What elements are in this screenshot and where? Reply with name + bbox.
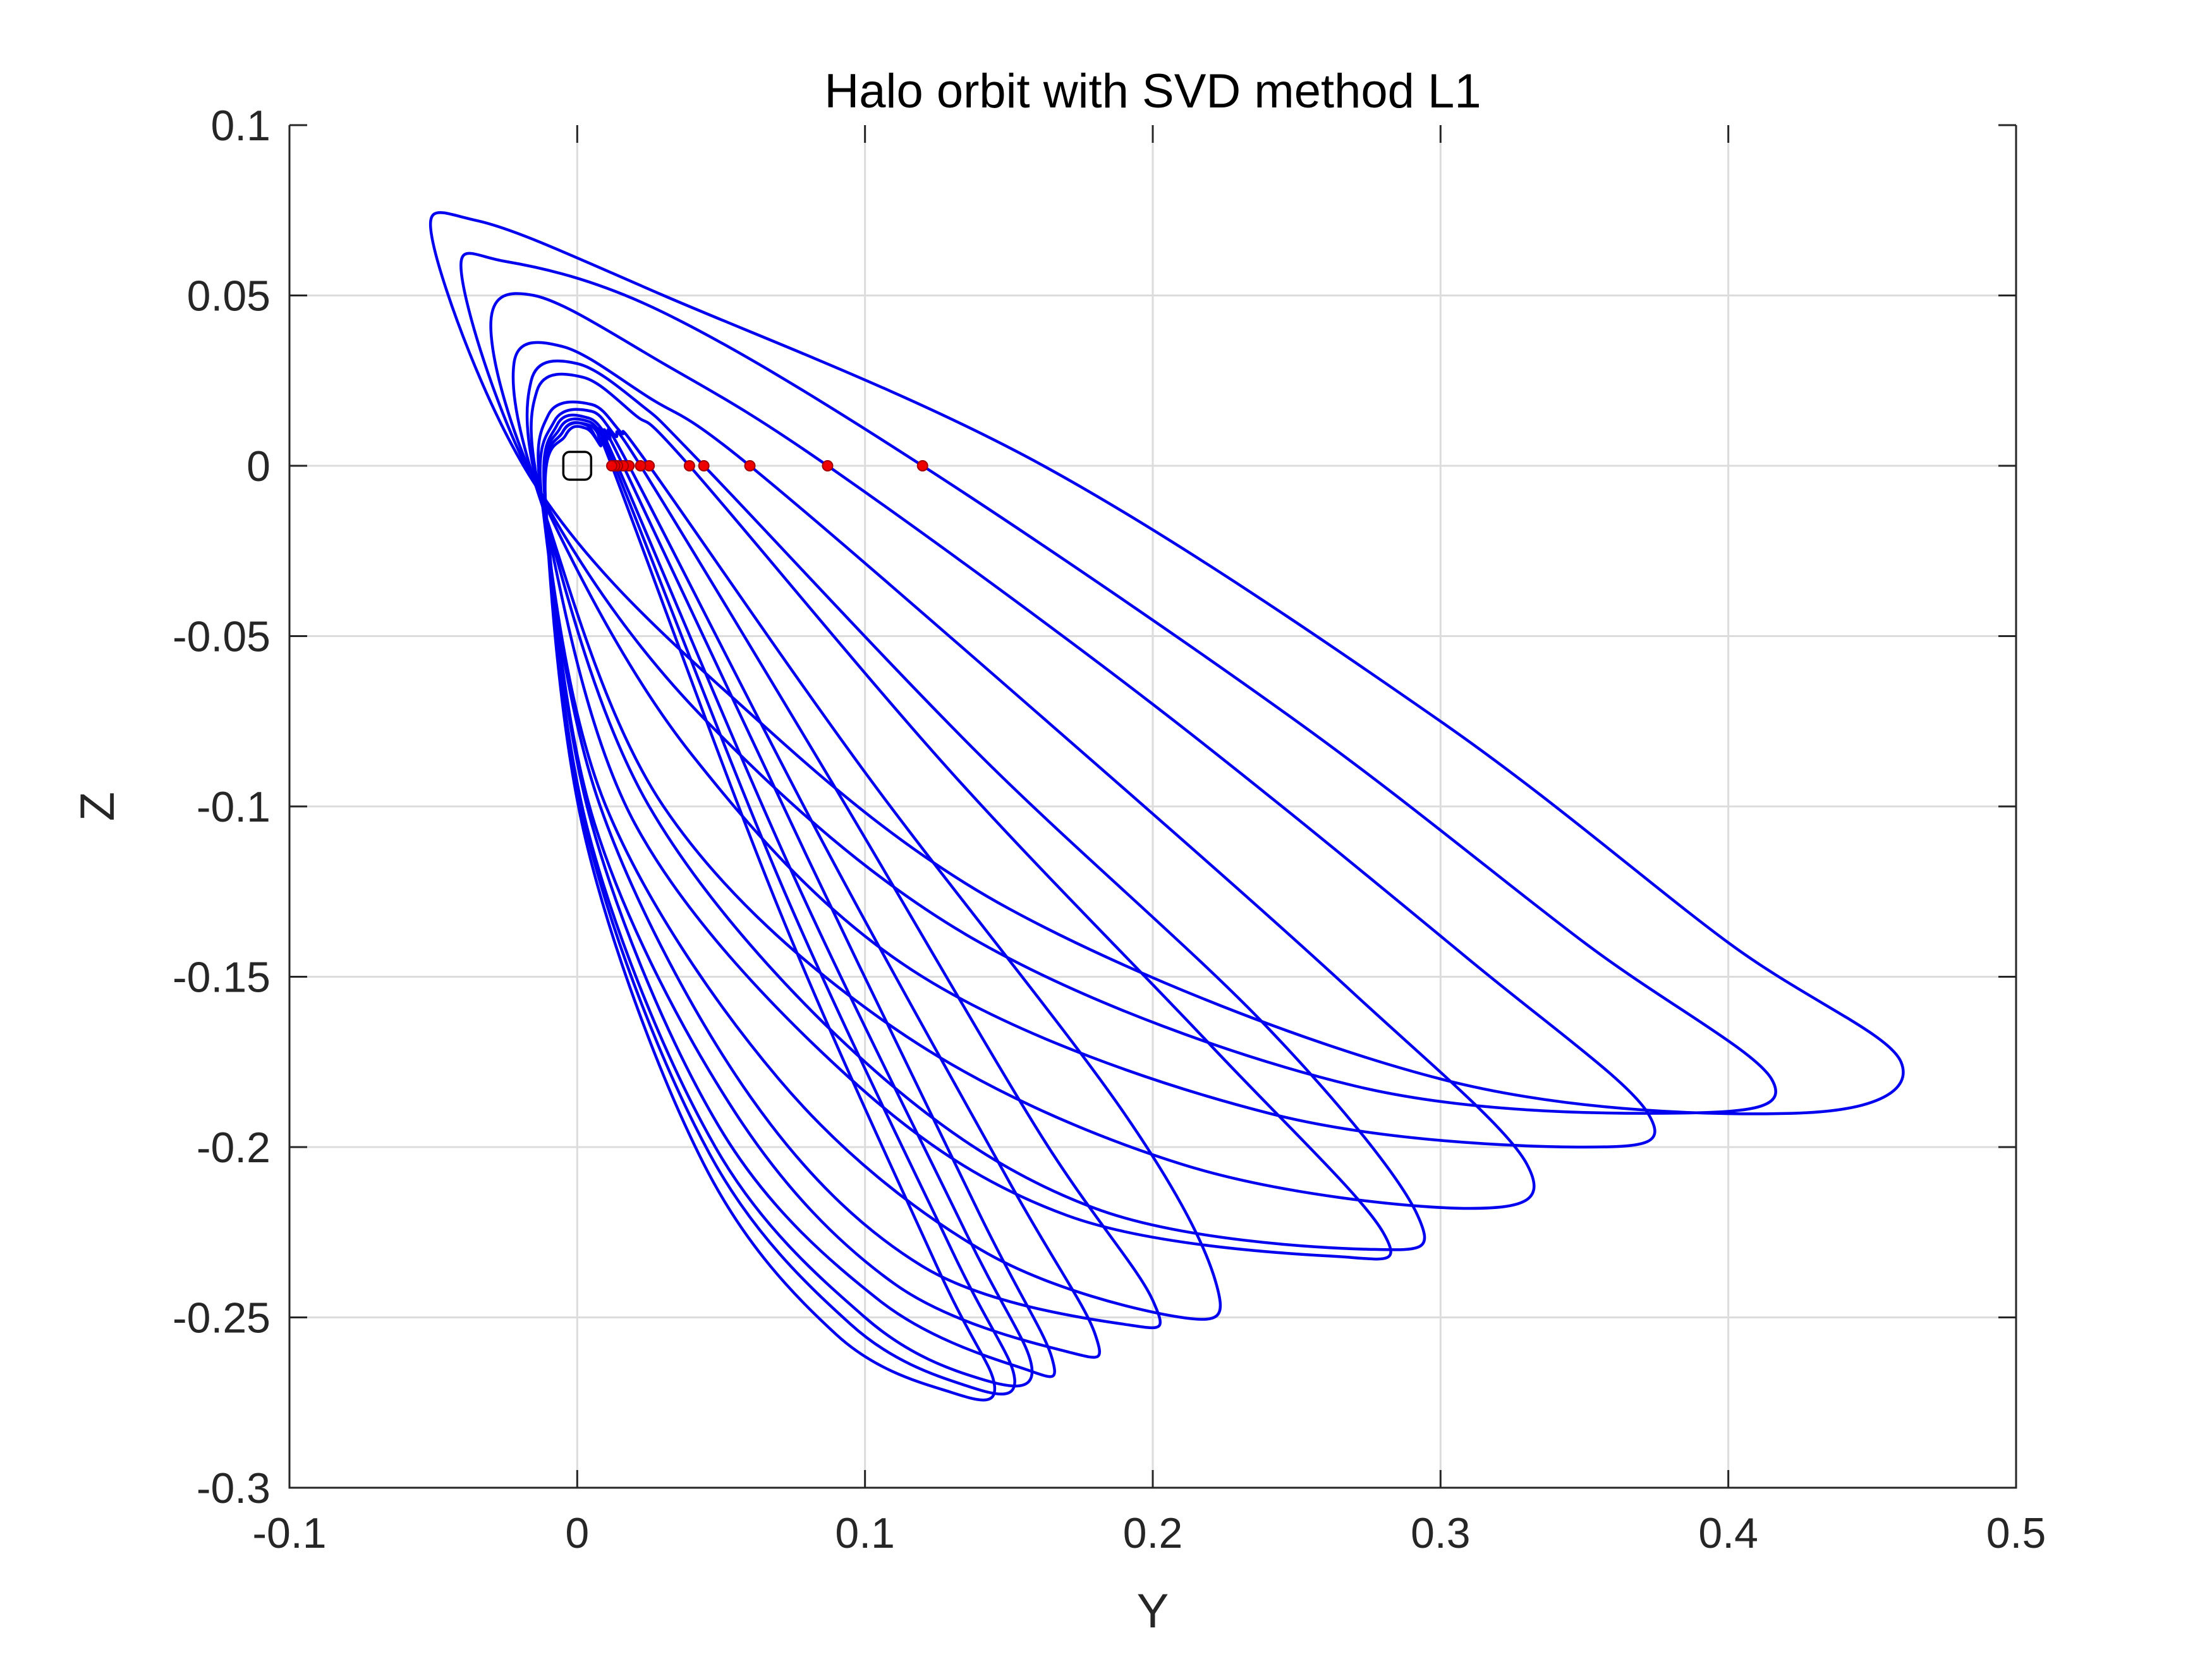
y-tick-label: -0.1 bbox=[197, 783, 270, 831]
y-tick-label: 0 bbox=[246, 442, 270, 490]
x-tick-label: 0 bbox=[565, 1509, 589, 1557]
crossing-points bbox=[605, 460, 928, 471]
orbit-line-12 bbox=[543, 421, 1016, 1396]
orbit-line-9 bbox=[542, 413, 1102, 1359]
orbit-line-4 bbox=[511, 341, 1536, 1210]
orbit-line-8 bbox=[538, 408, 1162, 1330]
crossing-point bbox=[744, 460, 756, 471]
tick-labels: -0.1 0 0.1 0.2 0.3 0.4 0.5 -0.3 -0.25 -0.2 -0.15 -0… bbox=[173, 102, 2046, 1557]
orbit-line-13 bbox=[544, 425, 997, 1402]
x-axis-label: Y bbox=[1137, 1584, 1169, 1638]
libration-point-marker bbox=[562, 451, 593, 481]
y-tick-label: -0.05 bbox=[173, 613, 270, 661]
orbit-line-1 bbox=[428, 211, 1905, 1115]
orbit-line-7 bbox=[537, 400, 1222, 1321]
crossing-point bbox=[635, 460, 647, 471]
y-tick-label: 0.05 bbox=[187, 272, 270, 320]
chart-title: Halo orbit with SVD method L1 bbox=[824, 64, 1481, 118]
orbit-line-5 bbox=[525, 359, 1426, 1251]
crossing-point bbox=[822, 460, 834, 471]
y-axis-label: Z bbox=[71, 792, 125, 821]
x-tick-label: 0.3 bbox=[1411, 1509, 1471, 1557]
y-tick-label: -0.3 bbox=[197, 1464, 270, 1512]
y-tick-label: -0.2 bbox=[197, 1124, 270, 1172]
crossing-point bbox=[605, 460, 617, 471]
y-tick-label: 0.1 bbox=[210, 102, 270, 150]
axes bbox=[288, 124, 2017, 1489]
x-tick-label: 0.4 bbox=[1698, 1509, 1758, 1557]
y-tick-label: -0.15 bbox=[173, 954, 270, 1002]
axes-box bbox=[288, 125, 2017, 1489]
orbit-line-6 bbox=[530, 372, 1392, 1261]
crossing-point bbox=[916, 460, 928, 471]
y-tick-label: -0.25 bbox=[173, 1294, 270, 1342]
orbit-line-2 bbox=[459, 252, 1777, 1115]
x-tick-label: 0.5 bbox=[1986, 1509, 2046, 1557]
orbit-line-10 bbox=[542, 417, 1056, 1378]
x-tick-label: 0.2 bbox=[1123, 1509, 1183, 1557]
orbit-family bbox=[428, 211, 1905, 1402]
x-tick-label: 0.1 bbox=[835, 1509, 895, 1557]
x-tick-label: -0.1 bbox=[252, 1509, 326, 1557]
crossing-point bbox=[698, 460, 710, 471]
crossing-point bbox=[683, 460, 695, 471]
